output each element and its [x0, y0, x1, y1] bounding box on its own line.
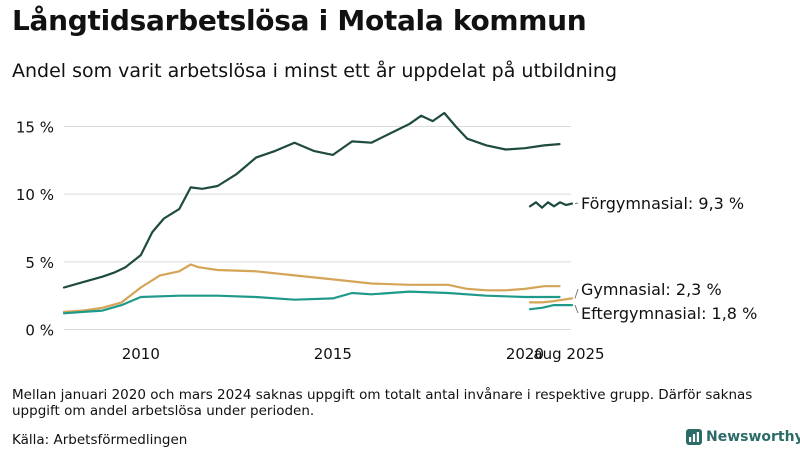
- x-tick-label: 2015: [314, 345, 352, 363]
- y-tick-label: 10 %: [16, 186, 54, 204]
- series-end-label-forgymnasial: Förgymnasial: 9,3 %: [581, 194, 744, 213]
- x-tick-label: 2020: [506, 345, 544, 363]
- x-tick-label: 2010: [122, 345, 160, 363]
- label-leader-eftergymnasial: [574, 304, 579, 314]
- y-tick-label: 0 %: [25, 322, 54, 340]
- newsworthy-logo: Newsworthy: [686, 429, 800, 445]
- series-line-gymnasial: [62, 263, 561, 313]
- chart-subtitle: Andel som varit arbetslösa i minst ett å…: [12, 60, 618, 82]
- series-line-forgymnasial: [62, 111, 561, 289]
- series-end-label-gymnasial: Gymnasial: 2,3 %: [581, 280, 722, 299]
- bar-chart-icon: [686, 429, 702, 445]
- source-text: Källa: Arbetsförmedlingen: [12, 432, 188, 448]
- series-recent-forgymnasial: [528, 201, 574, 209]
- brand-name: Newsworthy: [706, 429, 800, 445]
- chart-title: Långtidsarbetslösa i Motala kommun: [12, 4, 587, 37]
- label-leader-forgymnasial: [574, 202, 579, 205]
- series-recent-gymnasial: [528, 297, 574, 304]
- series-line-eftergymnasial: [62, 290, 561, 315]
- y-tick-label: 15 %: [16, 119, 54, 137]
- footnote: Mellan januari 2020 och mars 2024 saknas…: [12, 387, 753, 419]
- series-end-label-eftergymnasial: Eftergymnasial: 1,8 %: [581, 304, 757, 323]
- label-leader-gymnasial: [574, 288, 579, 299]
- x-tick-label-latest: aug 2025: [533, 345, 604, 363]
- y-tick-label: 5 %: [25, 254, 54, 272]
- series-recent-eftergymnasial: [528, 304, 574, 311]
